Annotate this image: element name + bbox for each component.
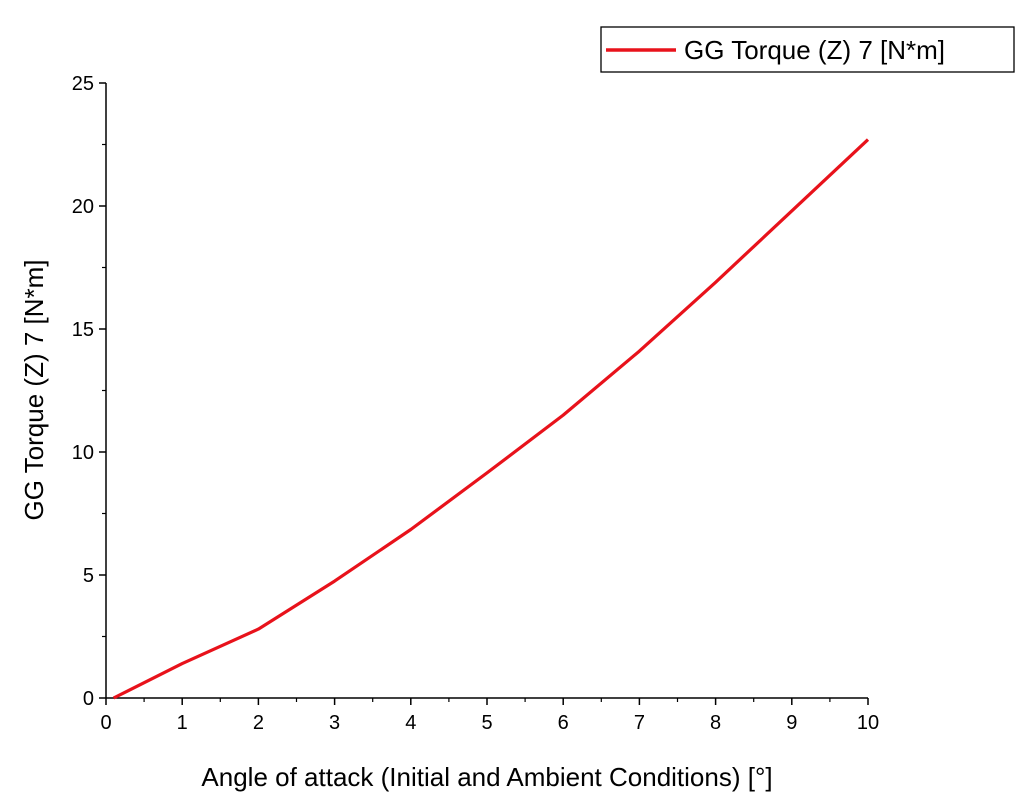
x-tick-label: 8 bbox=[710, 712, 721, 734]
x-tick-label: 10 bbox=[857, 712, 879, 734]
x-tick-label: 2 bbox=[253, 712, 264, 734]
x-tick-label: 4 bbox=[405, 712, 416, 734]
x-tick-label: 9 bbox=[786, 712, 797, 734]
y-tick-label: 20 bbox=[72, 196, 94, 218]
ticks: 0 1 2 3 4 5 6 7 8 9 10 0 5 10 15 20 25 bbox=[72, 73, 879, 734]
x-tick-label: 5 bbox=[481, 712, 492, 734]
y-tick-label: 15 bbox=[72, 319, 94, 341]
x-tick-label: 3 bbox=[329, 712, 340, 734]
series-layer bbox=[112, 138, 870, 700]
x-tick-label: 6 bbox=[558, 712, 569, 734]
y-tick-label: 5 bbox=[83, 565, 94, 587]
x-tick-label: 1 bbox=[177, 712, 188, 734]
axes bbox=[105, 83, 868, 699]
x-axis-title: Angle of attack (Initial and Ambient Con… bbox=[201, 762, 772, 792]
y-tick-label: 25 bbox=[72, 73, 94, 95]
y-tick-label: 10 bbox=[72, 442, 94, 464]
x-tick-label: 7 bbox=[634, 712, 645, 734]
legend-label: GG Torque (Z) 7 [N*m] bbox=[684, 35, 945, 65]
y-axis-title: GG Torque (Z) 7 [N*m] bbox=[19, 259, 49, 520]
series-line bbox=[112, 138, 870, 700]
legend: GG Torque (Z) 7 [N*m] bbox=[600, 26, 1015, 73]
x-tick-label: 0 bbox=[100, 712, 111, 734]
y-tick-label: 0 bbox=[83, 688, 94, 710]
